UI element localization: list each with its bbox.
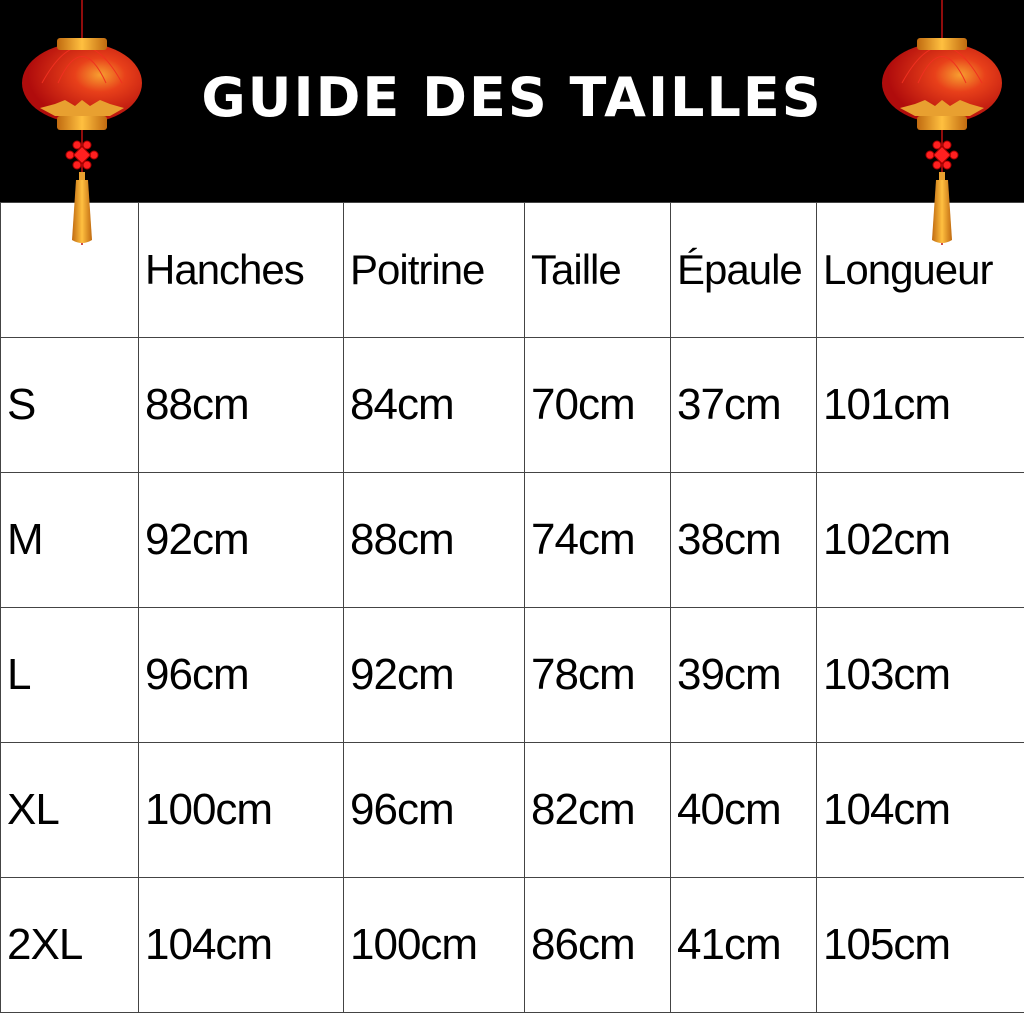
measurement-value: 104cm <box>823 785 951 834</box>
measurement-value: 96cm <box>145 650 250 699</box>
table-cell: 96cm <box>343 742 525 878</box>
table-cell: XL <box>0 742 139 878</box>
chinese-lantern-icon <box>882 0 1002 245</box>
chinese-lantern-icon <box>22 0 142 245</box>
table-cell: 38cm <box>670 472 817 608</box>
table-cell: 105cm <box>816 877 1024 1013</box>
table-row: S 88cm 84cm 70cm 37cm 101cm <box>0 337 1024 473</box>
table-cell: 70cm <box>524 337 671 473</box>
size-label: M <box>7 515 44 564</box>
measurement-value: 100cm <box>145 785 273 834</box>
measurement-value: 88cm <box>145 380 250 429</box>
table-cell: 100cm <box>343 877 525 1013</box>
measurement-value: 39cm <box>677 650 782 699</box>
table-cell: 84cm <box>343 337 525 473</box>
measurement-value: 84cm <box>350 380 455 429</box>
measurement-value: 78cm <box>531 650 636 699</box>
measurement-value: 37cm <box>677 380 782 429</box>
column-header: Poitrine <box>350 246 485 293</box>
table-cell: M <box>0 472 139 608</box>
table-cell: Épaule <box>670 202 817 338</box>
table-cell: 102cm <box>816 472 1024 608</box>
table-cell: 104cm <box>138 877 344 1013</box>
measurement-value: 40cm <box>677 785 782 834</box>
header-banner: GUIDE DES TAILLES <box>0 0 1024 202</box>
table-cell <box>0 202 139 338</box>
measurement-value: 101cm <box>823 380 951 429</box>
measurement-value: 38cm <box>677 515 782 564</box>
measurement-value: 41cm <box>677 920 782 969</box>
column-header: Longueur <box>823 246 993 293</box>
table-cell: 88cm <box>138 337 344 473</box>
measurement-value: 96cm <box>350 785 455 834</box>
table-cell: 96cm <box>138 607 344 743</box>
table-cell: 101cm <box>816 337 1024 473</box>
size-table: Hanches Poitrine Taille Épaule Longueur S 88cm… <box>0 202 1024 1013</box>
measurement-value: 102cm <box>823 515 951 564</box>
measurement-value: 74cm <box>531 515 636 564</box>
measurement-value: 105cm <box>823 920 951 969</box>
table-cell: 40cm <box>670 742 817 878</box>
table-cell: 103cm <box>816 607 1024 743</box>
table-cell: S <box>0 337 139 473</box>
measurement-value: 82cm <box>531 785 636 834</box>
table-cell: 86cm <box>524 877 671 1013</box>
measurement-value: 104cm <box>145 920 273 969</box>
table-cell: Taille <box>524 202 671 338</box>
measurement-value: 92cm <box>145 515 250 564</box>
table-cell: 104cm <box>816 742 1024 878</box>
size-label: 2XL <box>7 920 83 969</box>
table-row: M 92cm 88cm 74cm 38cm 102cm <box>0 472 1024 608</box>
table-cell: 78cm <box>524 607 671 743</box>
table-cell: 92cm <box>343 607 525 743</box>
table-row: 2XL 104cm 100cm 86cm 41cm 105cm <box>0 877 1024 1013</box>
table-cell: 82cm <box>524 742 671 878</box>
table-cell: 74cm <box>524 472 671 608</box>
table-cell: 41cm <box>670 877 817 1013</box>
table-cell: 37cm <box>670 337 817 473</box>
measurement-value: 103cm <box>823 650 951 699</box>
table-row: XL 100cm 96cm 82cm 40cm 104cm <box>0 742 1024 878</box>
table-cell: 92cm <box>138 472 344 608</box>
size-label: XL <box>7 785 60 834</box>
page-title: GUIDE DES TAILLES <box>201 66 823 129</box>
table-cell: 2XL <box>0 877 139 1013</box>
table-row: L 96cm 92cm 78cm 39cm 103cm <box>0 607 1024 743</box>
table-header-row: Hanches Poitrine Taille Épaule Longueur <box>0 202 1024 338</box>
size-label: L <box>7 650 32 699</box>
table-cell: Hanches <box>138 202 344 338</box>
table-cell: Longueur <box>816 202 1024 338</box>
measurement-value: 88cm <box>350 515 455 564</box>
column-header: Épaule <box>677 246 803 293</box>
measurement-value: 86cm <box>531 920 636 969</box>
table-cell: 88cm <box>343 472 525 608</box>
table-cell: Poitrine <box>343 202 525 338</box>
size-label: S <box>7 380 36 429</box>
table-cell: 39cm <box>670 607 817 743</box>
column-header: Hanches <box>145 246 305 293</box>
measurement-value: 70cm <box>531 380 636 429</box>
table-cell: 100cm <box>138 742 344 878</box>
table-cell: L <box>0 607 139 743</box>
measurement-value: 100cm <box>350 920 478 969</box>
measurement-value: 92cm <box>350 650 455 699</box>
column-header: Taille <box>531 246 622 293</box>
